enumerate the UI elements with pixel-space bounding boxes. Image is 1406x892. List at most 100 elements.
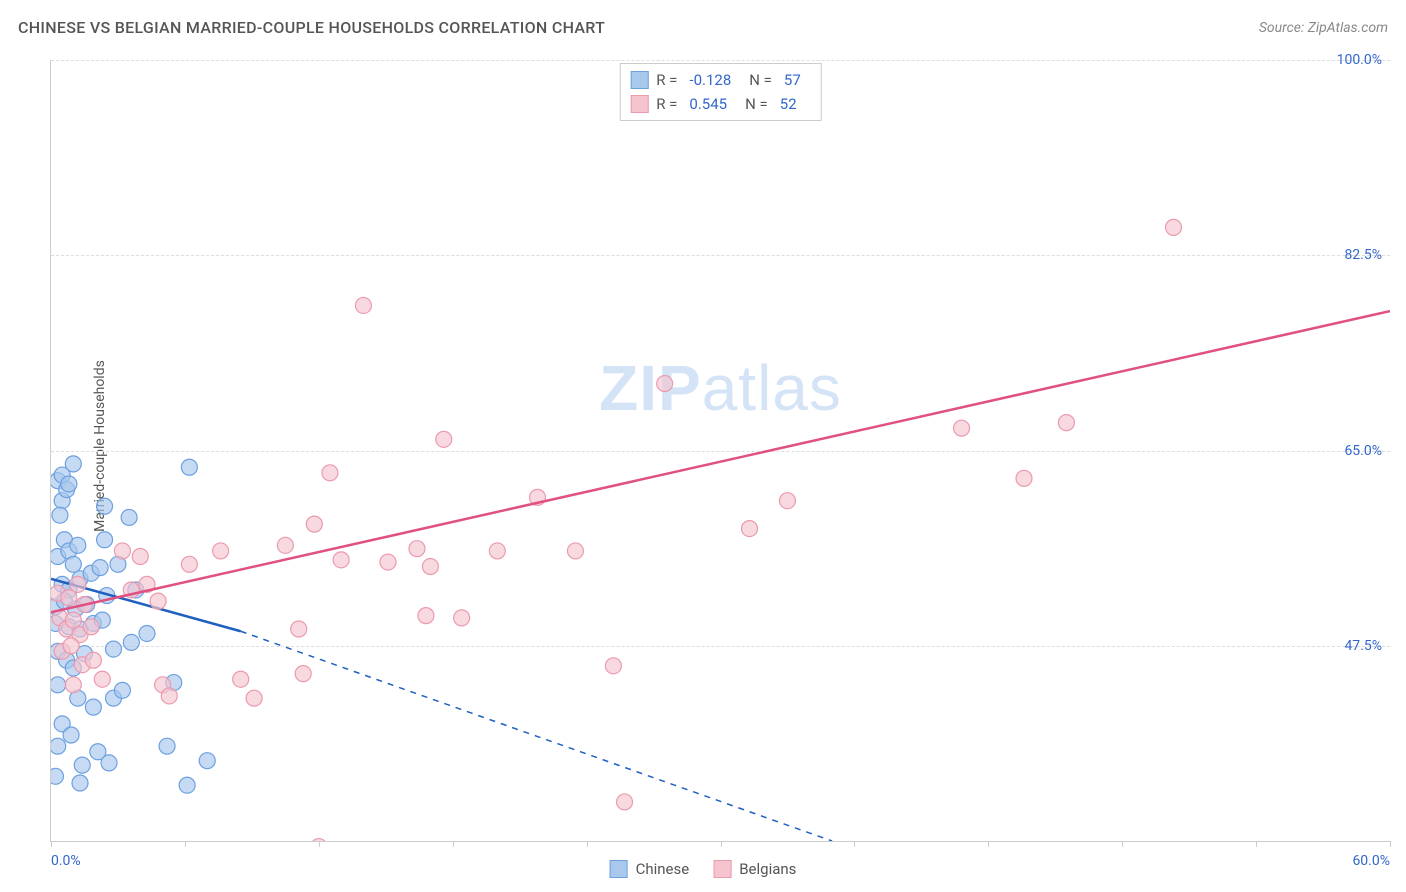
n-value-belgians: 52 — [780, 92, 797, 116]
data-point — [51, 677, 66, 693]
data-point — [65, 677, 81, 693]
chart-header: CHINESE VS BELGIAN MARRIED-COUPLE HOUSEH… — [18, 18, 1388, 37]
data-point — [311, 839, 327, 841]
data-point — [213, 543, 229, 559]
chart-container: CHINESE VS BELGIAN MARRIED-COUPLE HOUSEH… — [0, 0, 1406, 892]
data-point — [291, 621, 307, 637]
legend-row-belgians: R = 0.545 N = 52 — [630, 92, 811, 116]
trend-line-dashed — [241, 631, 832, 841]
x-tick — [587, 841, 588, 847]
data-point — [97, 532, 113, 548]
data-point — [657, 376, 673, 392]
data-point — [422, 559, 438, 575]
x-tick — [51, 841, 52, 847]
data-point — [85, 652, 101, 668]
data-point — [70, 537, 86, 553]
data-point — [179, 777, 195, 793]
r-value-belgians: 0.545 — [689, 92, 727, 116]
data-point — [605, 658, 621, 674]
data-point — [322, 465, 338, 481]
chart-source: Source: ZipAtlas.com — [1259, 20, 1388, 36]
r-label: R = — [656, 68, 677, 92]
data-point — [114, 543, 130, 559]
data-point — [150, 593, 166, 609]
legend-series: Chinese Belgians — [610, 860, 797, 878]
x-tick — [319, 841, 320, 847]
n-label: N = — [745, 92, 768, 116]
data-point — [454, 610, 470, 626]
data-point — [1058, 415, 1074, 431]
x-tick — [1256, 841, 1257, 847]
data-point — [159, 738, 175, 754]
data-point — [65, 612, 81, 628]
chart-svg — [51, 60, 1390, 841]
data-point — [105, 641, 121, 657]
data-point — [139, 625, 155, 641]
data-point — [277, 537, 293, 553]
data-point — [306, 516, 322, 532]
data-point — [74, 757, 90, 773]
data-point — [123, 634, 139, 650]
legend-item-belgians: Belgians — [713, 860, 796, 878]
data-point — [233, 671, 249, 687]
data-point — [1166, 219, 1182, 235]
swatch-chinese — [610, 860, 628, 878]
data-point — [121, 509, 137, 525]
data-point — [94, 671, 110, 687]
r-value-chinese: -0.128 — [689, 68, 731, 92]
n-value-chinese: 57 — [784, 68, 801, 92]
chart-title: CHINESE VS BELGIAN MARRIED-COUPLE HOUSEH… — [18, 18, 605, 37]
x-tick — [1390, 841, 1391, 847]
data-point — [436, 431, 452, 447]
data-point — [489, 543, 505, 559]
data-point — [355, 297, 371, 313]
data-point — [70, 576, 86, 592]
legend-item-chinese: Chinese — [610, 860, 690, 878]
data-point — [132, 548, 148, 564]
trend-line — [51, 311, 1390, 612]
legend-row-chinese: R = -0.128 N = 57 — [630, 68, 811, 92]
data-point — [742, 521, 758, 537]
data-point — [181, 459, 197, 475]
data-point — [409, 541, 425, 557]
data-point — [63, 727, 79, 743]
x-tick — [1122, 841, 1123, 847]
data-point — [97, 498, 113, 514]
data-point — [101, 755, 117, 771]
data-point — [567, 543, 583, 559]
data-point — [52, 507, 68, 523]
legend-label-belgians: Belgians — [739, 860, 796, 878]
data-point — [617, 794, 633, 810]
data-point — [85, 699, 101, 715]
data-point — [51, 768, 63, 784]
n-label: N = — [749, 68, 772, 92]
x-tick — [721, 841, 722, 847]
data-point — [380, 554, 396, 570]
data-point — [954, 420, 970, 436]
data-point — [199, 753, 215, 769]
x-tick-label: 60.0% — [1352, 853, 1390, 869]
data-point — [161, 688, 177, 704]
x-tick — [988, 841, 989, 847]
x-tick — [854, 841, 855, 847]
data-point — [92, 560, 108, 576]
data-point — [114, 682, 130, 698]
data-point — [83, 619, 99, 635]
data-point — [779, 493, 795, 509]
data-point — [51, 738, 66, 754]
legend-label-chinese: Chinese — [636, 860, 690, 878]
plot-area: ZIPatlas R = -0.128 N = 57 R = 0.545 N =… — [50, 60, 1390, 842]
data-point — [1016, 470, 1032, 486]
x-tick — [185, 841, 186, 847]
data-point — [295, 666, 311, 682]
data-point — [72, 775, 88, 791]
x-tick — [453, 841, 454, 847]
data-point — [418, 608, 434, 624]
r-label: R = — [656, 92, 677, 116]
x-tick-label: 0.0% — [51, 853, 81, 869]
data-point — [246, 690, 262, 706]
legend-correlation: R = -0.128 N = 57 R = 0.545 N = 52 — [619, 63, 822, 121]
data-point — [61, 476, 77, 492]
data-point — [181, 556, 197, 572]
data-point — [65, 456, 81, 472]
